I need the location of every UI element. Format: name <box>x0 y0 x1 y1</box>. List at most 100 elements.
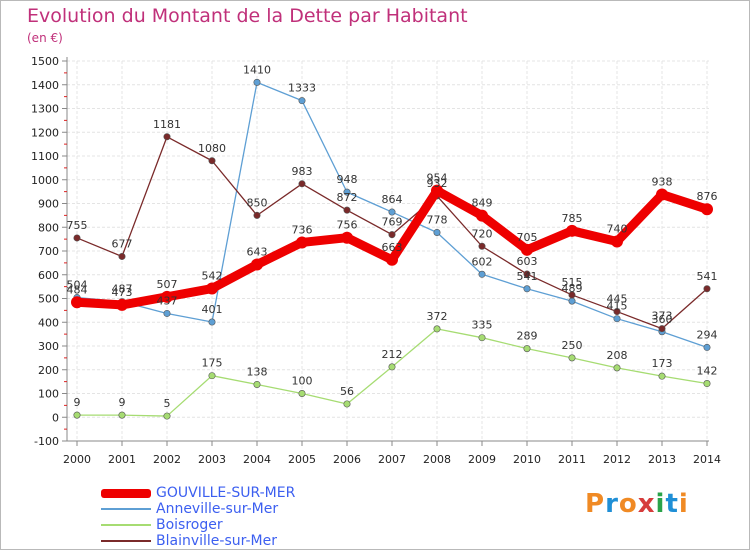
data-label: 705 <box>517 231 538 244</box>
y-tick-label: 0 <box>52 411 59 424</box>
x-tick-label: 2007 <box>378 453 406 466</box>
x-tick-label: 2014 <box>693 453 721 466</box>
data-label: 954 <box>427 172 448 185</box>
data-label: 1410 <box>243 63 271 76</box>
legend-label: GOUVILLE-SUR-MER <box>156 485 296 501</box>
data-label: 541 <box>517 270 538 283</box>
data-label: 489 <box>562 282 583 295</box>
y-tick-label: 1400 <box>31 79 59 92</box>
legend-swatch <box>101 489 151 498</box>
data-point <box>613 364 621 372</box>
data-point <box>163 133 171 141</box>
data-point <box>163 412 171 420</box>
data-label: 445 <box>607 293 628 306</box>
data-point <box>388 231 396 239</box>
data-point <box>431 184 443 197</box>
data-label: 643 <box>247 246 268 259</box>
x-tick-label: 2009 <box>468 453 496 466</box>
data-point <box>206 282 218 295</box>
data-point <box>253 78 261 86</box>
data-label: 401 <box>202 303 223 316</box>
data-label: 507 <box>157 278 178 291</box>
data-label: 372 <box>427 310 448 323</box>
data-label: 335 <box>472 319 493 332</box>
data-point <box>703 343 711 351</box>
legend-label: Anneville-sur-Mer <box>156 501 279 517</box>
data-label: 849 <box>472 197 493 210</box>
legend-label: Boisroger <box>156 517 223 533</box>
data-point <box>71 296 83 309</box>
data-label: 602 <box>472 255 493 268</box>
data-label: 484 <box>67 283 88 296</box>
data-label: 755 <box>67 219 88 232</box>
data-label: 515 <box>562 276 583 289</box>
y-tick-label: 100 <box>38 388 59 401</box>
data-label: 138 <box>247 365 268 378</box>
y-tick-label: 1100 <box>31 150 59 163</box>
data-label: 785 <box>562 212 583 225</box>
data-point <box>341 231 353 244</box>
data-point <box>433 228 441 236</box>
x-tick-label: 2004 <box>243 453 271 466</box>
data-point <box>298 389 306 397</box>
data-label: 948 <box>337 173 358 186</box>
data-label: 487 <box>112 283 133 296</box>
data-label: 173 <box>652 357 673 370</box>
data-label: 983 <box>292 165 313 178</box>
data-label: 9 <box>74 396 81 409</box>
data-point <box>701 203 713 216</box>
y-tick-label: 400 <box>38 316 59 329</box>
data-label: 720 <box>472 227 493 240</box>
chart-title: Evolution du Montant de la Dette par Hab… <box>27 5 468 27</box>
data-label: 100 <box>292 375 313 388</box>
y-tick-label: 1000 <box>31 174 59 187</box>
data-label: 56 <box>340 385 354 398</box>
data-label: 5 <box>164 397 171 410</box>
data-point <box>566 224 578 237</box>
data-label: 373 <box>652 310 673 323</box>
y-tick-label: 1500 <box>31 55 59 68</box>
data-label: 473 <box>112 286 133 299</box>
data-label: 9 <box>119 396 126 409</box>
x-tick-label: 2010 <box>513 453 541 466</box>
y-tick-label: 300 <box>38 340 59 353</box>
data-label: 778 <box>427 213 448 226</box>
data-label: 932 <box>427 177 448 190</box>
data-label: 208 <box>607 349 628 362</box>
data-point <box>163 309 171 317</box>
data-point <box>476 209 488 222</box>
x-tick-label: 2000 <box>63 453 91 466</box>
data-label: 294 <box>697 328 718 341</box>
data-label: 541 <box>697 270 718 283</box>
data-point <box>433 325 441 333</box>
y-tick-label: 1300 <box>31 103 59 116</box>
y-tick-label: 900 <box>38 198 59 211</box>
data-point <box>656 188 668 201</box>
data-point <box>73 234 81 242</box>
data-label: 542 <box>202 270 223 283</box>
legend-swatch <box>101 524 151 526</box>
legend-label: Blainville-sur-Mer <box>156 533 277 549</box>
data-label: 850 <box>247 196 268 209</box>
data-point <box>478 242 486 250</box>
data-label: 212 <box>382 348 403 361</box>
data-label: 740 <box>607 223 628 236</box>
data-label: 603 <box>517 255 538 268</box>
y-tick-label: -100 <box>34 435 59 448</box>
data-point <box>388 363 396 371</box>
data-point <box>613 308 621 316</box>
data-point <box>658 372 666 380</box>
x-tick-label: 2008 <box>423 453 451 466</box>
data-point <box>568 291 576 299</box>
data-point <box>253 211 261 219</box>
data-label: 289 <box>517 330 538 343</box>
data-point <box>298 97 306 105</box>
data-point <box>118 252 126 260</box>
proxiti-logo: Proxiti <box>585 489 689 519</box>
data-point <box>296 236 308 249</box>
data-label: 250 <box>562 339 583 352</box>
data-label: 175 <box>202 357 223 370</box>
y-tick-label: 600 <box>38 269 59 282</box>
